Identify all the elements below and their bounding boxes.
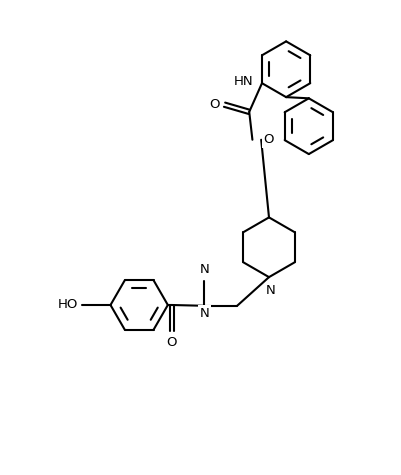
Text: N: N (200, 306, 209, 320)
Text: O: O (166, 336, 177, 350)
Text: N: N (265, 284, 275, 297)
Text: N: N (200, 263, 209, 276)
Text: HN: HN (234, 75, 253, 88)
Text: HO: HO (57, 298, 78, 312)
Text: O: O (263, 133, 273, 146)
Text: O: O (209, 98, 220, 111)
